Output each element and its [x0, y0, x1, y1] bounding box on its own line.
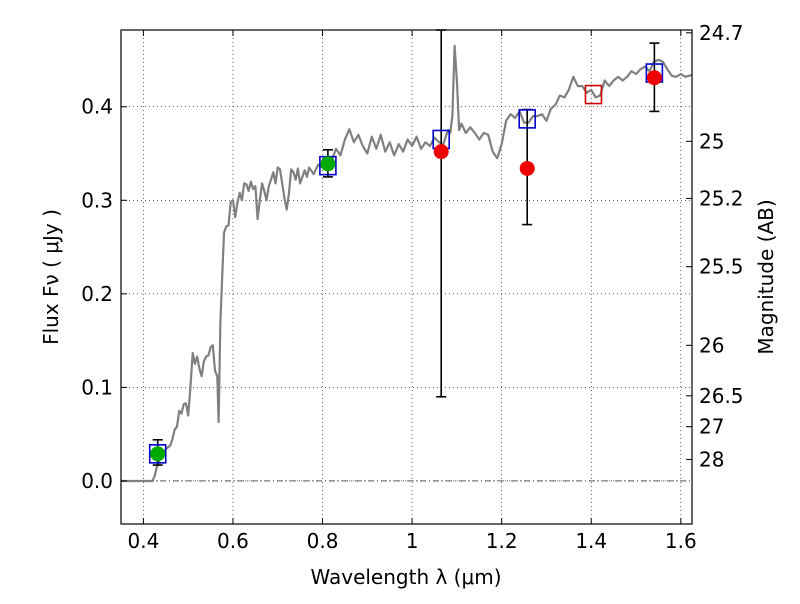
right-axis: 24.7 25 25.2 25.5 26 26.5 27 28: [686, 21, 744, 471]
observed-point: [433, 144, 449, 160]
right-tick-label: 26: [699, 333, 724, 357]
y-tick-label: 0.4: [81, 95, 113, 119]
y-axis: 0.0 0.1 0.2 0.3 0.4: [81, 95, 127, 493]
observed-point: [150, 446, 166, 462]
x-axis: 0.4 0.6 0.8 1 1.2 1.4 1.6: [127, 30, 697, 553]
observed-point: [519, 160, 535, 176]
spectrum-line: [121, 44, 693, 483]
model-photometry-square: [148, 444, 167, 464]
model-photometry-square: [518, 109, 536, 129]
right-tick-label: 25: [699, 129, 724, 153]
plot-frame: [120, 29, 693, 525]
y-tick-label: 0.1: [81, 375, 113, 399]
x-axis-label: Wavelength λ (μm): [310, 565, 501, 589]
x-tick-label: 1.6: [665, 529, 697, 553]
x-tick-label: 1.2: [486, 529, 518, 553]
y-axis-label: Flux Fν ( μJy ): [39, 209, 63, 345]
x-tick-label: 0.6: [217, 529, 249, 553]
observed-point: [320, 156, 336, 172]
x-tick-label: 1: [406, 529, 419, 553]
x-tick-label: 0.8: [307, 529, 339, 553]
observed-point: [646, 70, 662, 86]
right-tick-label: 25.5: [699, 255, 744, 279]
observed-points: [150, 70, 662, 462]
model-photometry-square-extra: [584, 84, 603, 105]
x-tick-label: 0.4: [127, 529, 159, 553]
y-tick-label: 0.3: [81, 188, 113, 212]
right-tick-label: 28: [699, 447, 724, 471]
right-tick-label: 25.2: [699, 186, 744, 210]
right-tick-label: 24.7: [699, 21, 744, 45]
right-tick-label: 27: [699, 415, 724, 439]
model-spectrum: [121, 44, 693, 483]
y-tick-label: 0.2: [81, 282, 113, 306]
right-tick-label: 26.5: [699, 384, 744, 408]
y-tick-label: 0.0: [81, 469, 113, 493]
plot-area: [121, 30, 692, 524]
x-tick-label: 1.4: [575, 529, 607, 553]
right-axis-label: Magnitude (AB): [754, 199, 778, 354]
